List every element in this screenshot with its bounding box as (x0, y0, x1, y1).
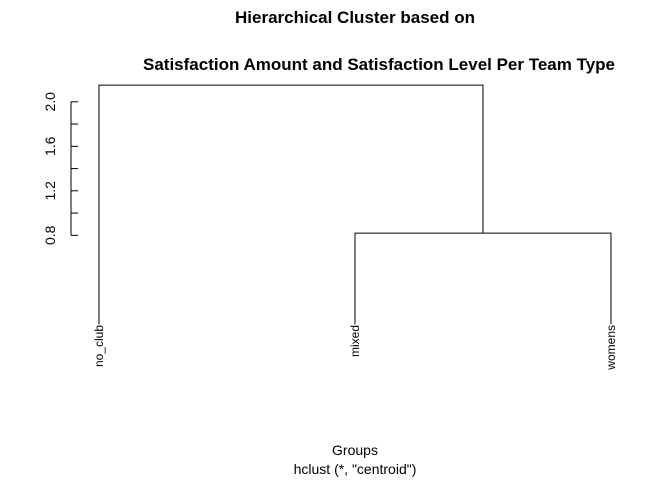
leaf-label-no_club: no_club (92, 325, 106, 367)
merge-branch-2 (98, 84, 484, 325)
chart-title-line1: Hierarchical Cluster based on (235, 8, 475, 27)
leaf-labels: no_club mixed womens (92, 325, 618, 371)
y-tick-label: 1.2 (42, 181, 58, 201)
leaf-label-mixed: mixed (348, 325, 362, 357)
leaf-label-womens: womens (604, 325, 618, 371)
x-axis-title: Groups (332, 442, 378, 458)
y-axis: 0.8 1.2 1.6 2.0 (42, 92, 78, 245)
method-sublabel: hclust (*, "centroid") (294, 461, 417, 477)
dendrogram-branches (98, 84, 612, 325)
chart-title-line2: Satisfaction Amount and Satisfaction Lev… (143, 55, 615, 74)
y-tick-label: 1.6 (42, 136, 58, 156)
y-tick-label: 2.0 (42, 92, 58, 112)
merge-branch-1 (354, 232, 612, 325)
y-tick-label: 0.8 (42, 225, 58, 245)
